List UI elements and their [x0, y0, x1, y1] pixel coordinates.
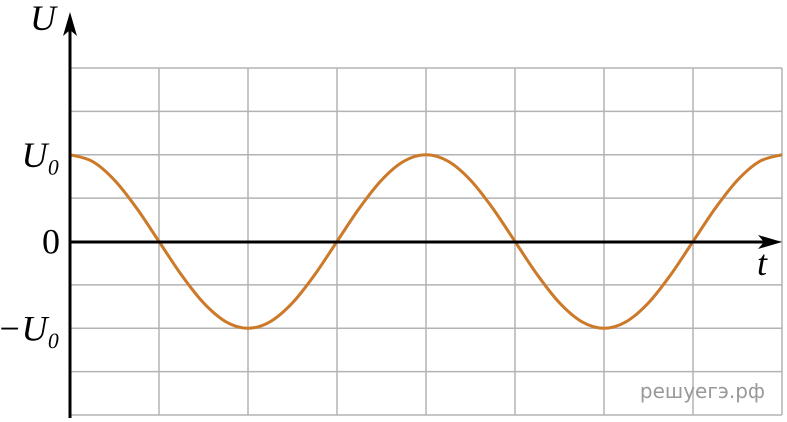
watermark: решуегэ.рф: [640, 379, 765, 403]
y-tick-label: 0: [42, 222, 60, 262]
x-axis-arrow: [758, 235, 782, 249]
y-axis-arrow: [63, 12, 77, 36]
signal-curve: [69, 153, 783, 330]
y-tick-label: U₀: [21, 135, 60, 175]
y-tick-label: −U₀: [0, 308, 60, 348]
y-axis-label: U: [30, 0, 58, 38]
x-axis-label: t: [757, 243, 768, 283]
